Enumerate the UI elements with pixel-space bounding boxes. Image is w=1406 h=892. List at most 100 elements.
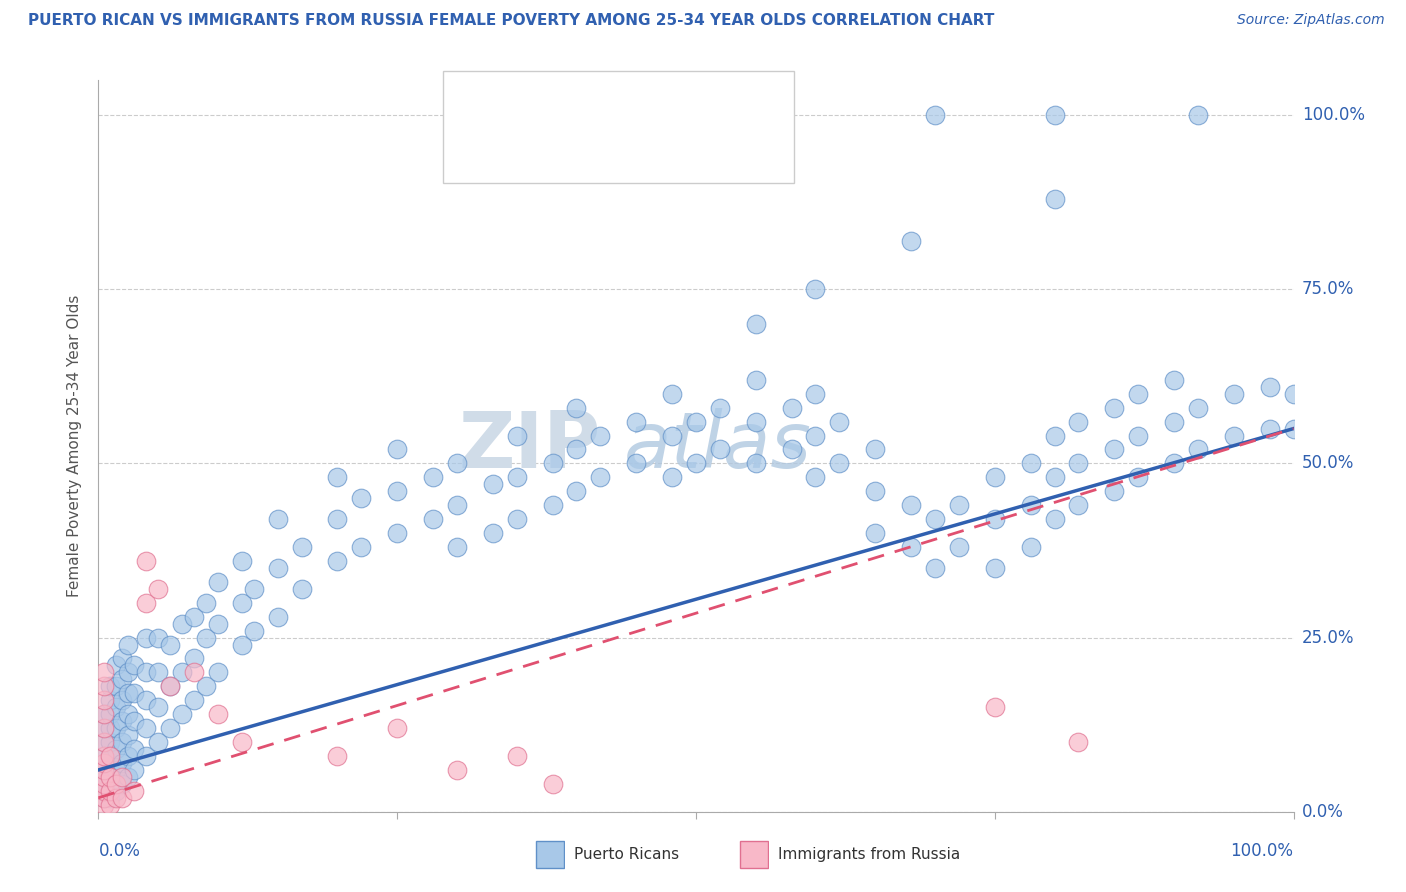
Point xyxy=(183,609,205,624)
Point xyxy=(1043,470,1066,484)
Point xyxy=(1128,428,1150,442)
Text: N =: N = xyxy=(605,84,657,102)
Point xyxy=(1067,415,1090,429)
Point xyxy=(98,735,122,749)
Point xyxy=(111,714,134,728)
Point xyxy=(780,401,803,415)
Point xyxy=(948,540,970,554)
Point xyxy=(900,540,922,554)
Point xyxy=(685,415,707,429)
Point xyxy=(326,512,349,526)
Text: 100.0%: 100.0% xyxy=(1230,842,1294,860)
Point xyxy=(385,721,409,735)
Point xyxy=(1043,108,1066,122)
Text: atlas: atlas xyxy=(624,408,813,484)
Point xyxy=(93,735,115,749)
Point xyxy=(105,784,128,798)
Point xyxy=(111,756,134,770)
Point xyxy=(159,679,181,693)
Point xyxy=(865,526,887,541)
Point xyxy=(541,777,564,791)
Point xyxy=(1258,380,1281,394)
Point xyxy=(541,457,564,471)
Point xyxy=(117,665,139,680)
Point xyxy=(231,596,253,610)
Point xyxy=(105,777,128,791)
Point xyxy=(506,428,529,442)
Text: 0.180: 0.180 xyxy=(538,145,589,163)
Point xyxy=(709,442,731,457)
Point xyxy=(172,707,194,722)
Point xyxy=(93,679,115,693)
Point xyxy=(148,735,170,749)
Point xyxy=(231,735,253,749)
Point xyxy=(135,721,157,735)
Point xyxy=(745,415,768,429)
Point xyxy=(98,679,122,693)
Point xyxy=(93,784,115,798)
Point xyxy=(1043,428,1066,442)
Text: R =: R = xyxy=(499,84,538,102)
Point xyxy=(159,679,181,693)
Point xyxy=(111,770,134,784)
Point xyxy=(148,631,170,645)
Point xyxy=(661,386,683,401)
Text: N =: N = xyxy=(605,145,657,163)
Point xyxy=(1019,540,1042,554)
Point xyxy=(1223,428,1246,442)
Point xyxy=(780,442,803,457)
Point xyxy=(243,582,266,596)
Point xyxy=(111,673,134,687)
Text: ZIP: ZIP xyxy=(458,408,600,484)
Point xyxy=(172,665,194,680)
Point xyxy=(117,749,139,764)
Point xyxy=(1128,470,1150,484)
Point xyxy=(446,540,468,554)
Point xyxy=(93,665,115,680)
Point xyxy=(117,728,139,742)
Point xyxy=(172,616,194,631)
Point xyxy=(124,686,146,700)
Text: 0.0%: 0.0% xyxy=(1302,803,1344,821)
Point xyxy=(93,693,115,707)
Point xyxy=(565,484,588,499)
Point xyxy=(506,749,529,764)
Point xyxy=(135,554,157,568)
Point xyxy=(243,624,266,638)
Text: 0.717: 0.717 xyxy=(538,84,591,102)
Point xyxy=(900,234,922,248)
Point xyxy=(98,749,122,764)
Point xyxy=(207,616,229,631)
Text: PUERTO RICAN VS IMMIGRANTS FROM RUSSIA FEMALE POVERTY AMONG 25-34 YEAR OLDS CORR: PUERTO RICAN VS IMMIGRANTS FROM RUSSIA F… xyxy=(28,13,994,29)
Point xyxy=(924,561,946,575)
Point xyxy=(446,457,468,471)
Point xyxy=(350,540,373,554)
Point xyxy=(111,735,134,749)
Point xyxy=(350,491,373,506)
Point xyxy=(1104,484,1126,499)
Point xyxy=(984,470,1007,484)
Point xyxy=(93,784,115,798)
Point xyxy=(828,457,851,471)
Point xyxy=(804,386,827,401)
Point xyxy=(565,442,588,457)
Point xyxy=(117,707,139,722)
Point xyxy=(195,679,218,693)
Point xyxy=(565,401,588,415)
Point xyxy=(111,790,134,805)
Point xyxy=(111,693,134,707)
Point xyxy=(98,790,122,805)
Point xyxy=(124,784,146,798)
Point xyxy=(661,428,683,442)
Point xyxy=(93,797,115,812)
Point xyxy=(135,596,157,610)
Point xyxy=(984,561,1007,575)
Point xyxy=(745,457,768,471)
Point xyxy=(159,721,181,735)
Point xyxy=(183,693,205,707)
Point xyxy=(93,735,115,749)
Point xyxy=(481,526,505,541)
Point xyxy=(98,693,122,707)
Point xyxy=(1282,386,1305,401)
Point xyxy=(984,700,1007,714)
